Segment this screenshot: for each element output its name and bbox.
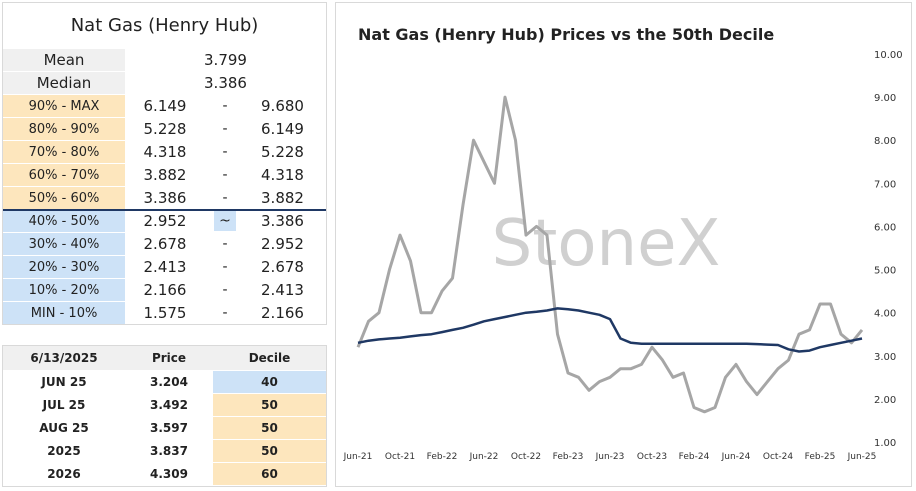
range-low: 3.882 (143, 166, 187, 184)
contract-name: 2026 (47, 467, 81, 481)
range-sep: - (222, 121, 228, 137)
range-sep: - (222, 144, 228, 160)
x-tick-label: Jun-21 (343, 452, 373, 462)
divider (3, 209, 326, 211)
y-tick-label: 6.00 (874, 222, 896, 233)
contract-price: 3.204 (150, 375, 188, 389)
range-high: 5.228 (261, 143, 304, 161)
header-cell: Price (125, 346, 213, 370)
contract-price: 3.597 (150, 421, 188, 435)
chart: Nat Gas (Henry Hub) Prices vs the 50th D… (343, 25, 903, 462)
y-tick-label: 10.00 (874, 50, 903, 61)
range-sep: - (222, 190, 228, 206)
stat-label: Mean (3, 49, 125, 71)
stat-label: Median (3, 72, 125, 94)
x-tick-label: Feb-24 (679, 452, 710, 462)
range-low: 5.228 (143, 120, 187, 138)
range-high: 2.413 (261, 281, 304, 299)
y-tick-label: 5.00 (874, 266, 896, 277)
range-low: 2.952 (143, 212, 187, 230)
range-low: 2.413 (143, 258, 187, 276)
contract-name: JUL 25 (42, 398, 86, 412)
x-tick-label: Oct-24 (763, 452, 794, 462)
range-sep: ~ (214, 211, 236, 231)
range-label: MIN - 10% (3, 302, 125, 324)
range-label: 90% - MAX (3, 95, 125, 117)
x-tick-label: Jun-25 (847, 452, 877, 462)
watermark: StoneX (492, 207, 721, 281)
range-sep: - (222, 259, 228, 275)
stat-value: 3.799 (204, 51, 247, 69)
summary-table: Nat Gas (Henry Hub) Mean 3.799 Median 3.386 9… (2, 2, 327, 325)
range-high: 2.952 (261, 235, 304, 253)
range-low: 2.678 (143, 235, 187, 253)
range-low: 3.386 (143, 189, 187, 207)
range-high: 2.166 (261, 304, 304, 322)
contract-price: 3.492 (150, 398, 188, 412)
contract-decile: 50 (213, 417, 326, 439)
header-cell: Decile (213, 346, 326, 370)
y-tick-label: 2.00 (874, 395, 896, 406)
chart-title: Nat Gas (Henry Hub) Prices vs the 50th D… (358, 25, 774, 44)
range-low: 6.149 (143, 97, 187, 115)
contract-name: AUG 25 (39, 421, 89, 435)
range-sep: - (222, 167, 228, 183)
range-sep: - (222, 305, 228, 321)
x-tick-label: Jun-22 (469, 452, 499, 462)
contract-decile: 50 (213, 440, 326, 462)
x-tick-label: Feb-22 (427, 452, 458, 462)
x-tick-label: Feb-25 (805, 452, 836, 462)
stat-value: 3.386 (204, 74, 247, 92)
x-tick-label: Oct-22 (511, 452, 541, 462)
x-tick-label: Jun-24 (721, 452, 751, 462)
chart-panel: Nat Gas (Henry Hub) Prices vs the 50th D… (335, 2, 912, 487)
contract-decile: 40 (213, 371, 326, 393)
y-tick-label: 9.00 (874, 93, 896, 104)
range-label: 60% - 70% (3, 164, 125, 186)
range-low: 2.166 (143, 281, 187, 299)
range-high: 3.386 (261, 212, 304, 230)
range-low: 4.318 (143, 143, 187, 161)
series-line (357, 307, 863, 353)
x-tick-label: Feb-23 (553, 452, 584, 462)
range-low: 1.575 (143, 304, 187, 322)
range-label: 50% - 60% (3, 187, 125, 209)
range-label: 80% - 90% (3, 118, 125, 140)
range-high: 4.318 (261, 166, 304, 184)
range-high: 3.882 (261, 189, 304, 207)
range-label: 40% - 50% (3, 210, 125, 232)
header-cell: 6/13/2025 (3, 346, 125, 370)
x-tick-label: Oct-23 (637, 452, 667, 462)
range-label: 30% - 40% (3, 233, 125, 255)
range-high: 2.678 (261, 258, 304, 276)
range-high: 9.680 (261, 97, 304, 115)
y-tick-label: 1.00 (874, 438, 896, 449)
contract-decile: 50 (213, 394, 326, 416)
contracts-table: 6/13/2025 Price Decile JUN 25 3.204 40 JUL 25 3… (2, 345, 327, 487)
range-label: 10% - 20% (3, 279, 125, 301)
y-tick-label: 3.00 (874, 352, 896, 363)
y-tick-label: 4.00 (874, 309, 896, 320)
range-sep: - (222, 282, 228, 298)
x-tick-label: Oct-21 (385, 452, 415, 462)
contract-price: 3.837 (150, 444, 188, 458)
contract-decile: 60 (213, 463, 326, 485)
range-sep: - (222, 236, 228, 252)
series-line (356, 95, 864, 414)
contract-name: 2025 (47, 444, 81, 458)
y-tick-label: 8.00 (874, 136, 896, 147)
range-high: 6.149 (261, 120, 304, 138)
range-label: 70% - 80% (3, 141, 125, 163)
range-sep: - (222, 98, 228, 114)
contract-name: JUN 25 (41, 375, 87, 389)
x-tick-label: Jun-23 (595, 452, 625, 462)
table-title: Nat Gas (Henry Hub) (70, 14, 259, 36)
contract-price: 4.309 (150, 467, 188, 481)
range-label: 20% - 30% (3, 256, 125, 278)
y-tick-label: 7.00 (874, 179, 896, 190)
